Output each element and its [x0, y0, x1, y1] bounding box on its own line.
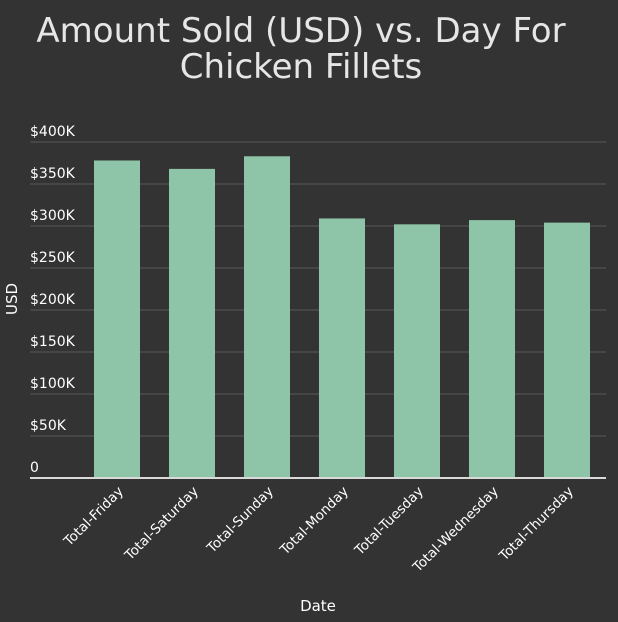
bar [244, 156, 290, 478]
y-axis-title: USD [3, 283, 21, 315]
y-tick-label: $250K [30, 250, 76, 266]
bar [319, 218, 365, 478]
bar [544, 222, 590, 478]
bar [469, 220, 515, 478]
bar [169, 168, 215, 478]
y-tick-label: $200K [30, 292, 76, 308]
y-tick-label: $100K [30, 376, 76, 392]
y-tick-label: $50K [30, 418, 67, 434]
bar [94, 160, 140, 479]
y-tick-label: $300K [30, 208, 76, 224]
y-tick-label: 0 [30, 460, 39, 476]
y-tick-label: $350K [30, 166, 76, 182]
x-axis-title: Date [300, 597, 336, 615]
chart-title-line-1: Amount Sold (USD) vs. Day For [36, 11, 565, 51]
y-tick-label: $400K [30, 124, 76, 140]
bars [94, 156, 590, 479]
chart-title-line-2: Chicken Fillets [180, 47, 423, 87]
y-tick-label: $150K [30, 334, 76, 350]
bar [394, 224, 440, 478]
y-axis-tick-labels: 0 $50K $100K $150K $200K $250K $300K $350K $400K [30, 124, 76, 476]
